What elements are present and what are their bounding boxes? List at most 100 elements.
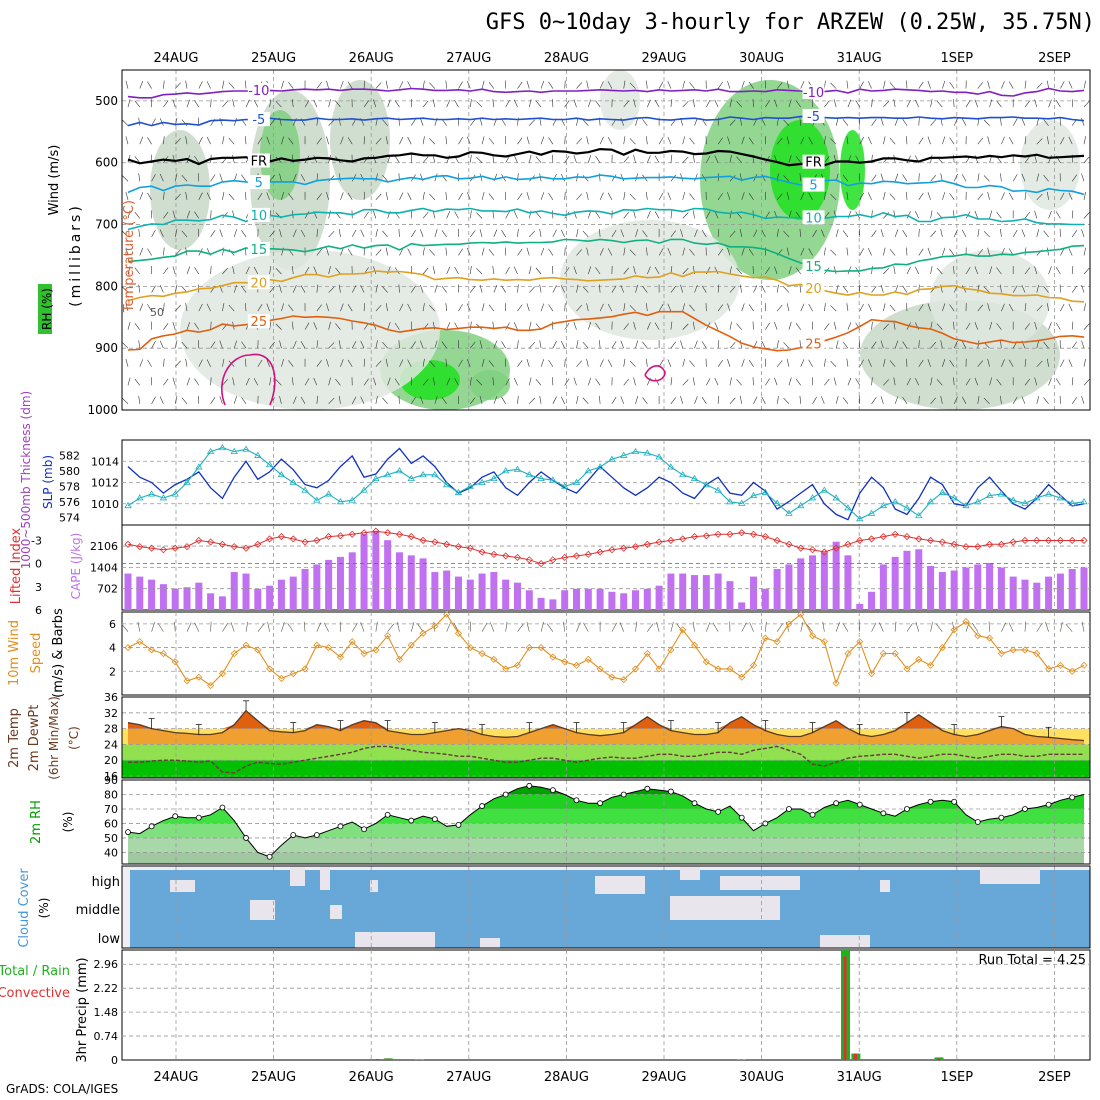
wind-barb — [629, 360, 636, 367]
wind-barb — [445, 136, 447, 145]
rh-legend-swatch — [38, 284, 52, 334]
cloud-gap — [355, 932, 435, 948]
rh-shading — [330, 80, 390, 200]
cloud-gap — [170, 880, 195, 892]
rh-band — [128, 785, 1084, 795]
thickness-point — [926, 498, 935, 505]
wind10m-barb — [417, 623, 424, 632]
wind-barb — [501, 396, 506, 404]
wind-barb — [842, 286, 849, 293]
wind-barb — [1060, 248, 1065, 256]
wind-barb — [399, 81, 404, 89]
li-point — [1068, 536, 1076, 545]
wind-barb — [340, 359, 344, 367]
wind-barb — [642, 285, 648, 293]
wind-barb — [647, 266, 651, 275]
wind-barb — [407, 81, 412, 89]
wind10m-barb — [647, 623, 654, 632]
wind-barb — [576, 360, 582, 367]
cloud-gap — [680, 866, 700, 880]
wind-barb — [219, 173, 223, 182]
wind-barb — [313, 377, 318, 386]
wind-barb — [300, 341, 306, 349]
wind-barb — [1008, 359, 1014, 367]
wind-barb — [373, 377, 377, 386]
wind-barb — [824, 100, 830, 108]
wind-barb — [517, 304, 523, 312]
wind-barb — [961, 229, 967, 238]
wind-barb — [492, 266, 495, 275]
wind-barb — [983, 286, 990, 293]
wind-barb — [488, 304, 495, 312]
wind-barb — [385, 191, 388, 200]
wind-barb — [172, 266, 176, 275]
li-point — [159, 546, 167, 554]
date-label-top: 31AUG — [837, 51, 882, 66]
wind-barb — [736, 267, 742, 275]
wind-barb — [682, 247, 685, 256]
wind-barb — [233, 117, 237, 126]
wind-barb — [974, 322, 979, 330]
date-label-top: 26AUG — [349, 51, 394, 66]
date-label-top: 30AUG — [739, 51, 784, 66]
wind-barb — [629, 138, 636, 145]
wind-tick-label: 2 — [109, 665, 116, 678]
wind-barb — [1036, 117, 1040, 126]
wind-barb — [233, 340, 237, 349]
rh-point — [974, 819, 981, 825]
wind-barb — [194, 100, 200, 108]
wind10m-barb — [972, 623, 979, 632]
wind-barb — [210, 321, 212, 330]
thickness-point — [856, 515, 864, 522]
wind-barb — [446, 266, 451, 275]
wind-barb — [1000, 173, 1002, 182]
wind10m-point — [596, 665, 604, 673]
cape-bar — [218, 596, 226, 610]
wind10m-point — [643, 649, 651, 658]
wind-barb — [159, 396, 164, 404]
wind-barb — [269, 119, 275, 126]
wind10m-point — [478, 649, 486, 658]
upper-air-frame — [121, 69, 1091, 411]
wind10m-barb — [800, 621, 804, 632]
wind-barb — [821, 229, 825, 238]
wind-barb — [635, 340, 638, 349]
wind10m-point — [242, 641, 250, 649]
wind-barb — [1081, 340, 1085, 349]
cape-bar — [726, 581, 734, 610]
wind-barb — [682, 136, 685, 145]
wind-barb — [799, 395, 802, 404]
wind-barb — [680, 284, 684, 293]
cape-bar — [454, 576, 462, 610]
rh-tick-label: 70 — [104, 803, 118, 816]
wind-barb — [859, 137, 864, 145]
wind-barb — [279, 284, 282, 293]
wind-barb — [953, 266, 955, 275]
rh-shading — [770, 120, 830, 220]
wind-barb — [493, 396, 498, 404]
cape-bar — [844, 555, 852, 610]
wind10m-barb — [186, 622, 192, 632]
wind-barb — [1071, 210, 1074, 219]
wind-barb — [611, 341, 617, 349]
wind-barb — [422, 303, 425, 312]
cape-bar — [443, 570, 451, 610]
contour-label-bg — [247, 207, 270, 222]
wind-barb — [727, 80, 731, 89]
wind-barb — [576, 304, 582, 312]
wind-barb — [586, 191, 589, 200]
thickness-axis-label: 1000~500mb Thickness (dm) — [19, 391, 33, 569]
li-point — [384, 529, 392, 537]
thickness-point — [761, 488, 770, 495]
wind-barb — [889, 82, 896, 89]
li-point — [525, 556, 533, 564]
wind10m-point — [254, 646, 262, 654]
wind-barb — [607, 81, 613, 89]
wind-barb — [300, 174, 306, 182]
wind-barb — [576, 249, 582, 256]
wind10m-point — [997, 649, 1005, 658]
wind-barb — [629, 249, 636, 256]
date-label-bottom: 30AUG — [739, 1070, 784, 1085]
li-point — [277, 533, 285, 541]
wind-barb — [871, 266, 873, 275]
